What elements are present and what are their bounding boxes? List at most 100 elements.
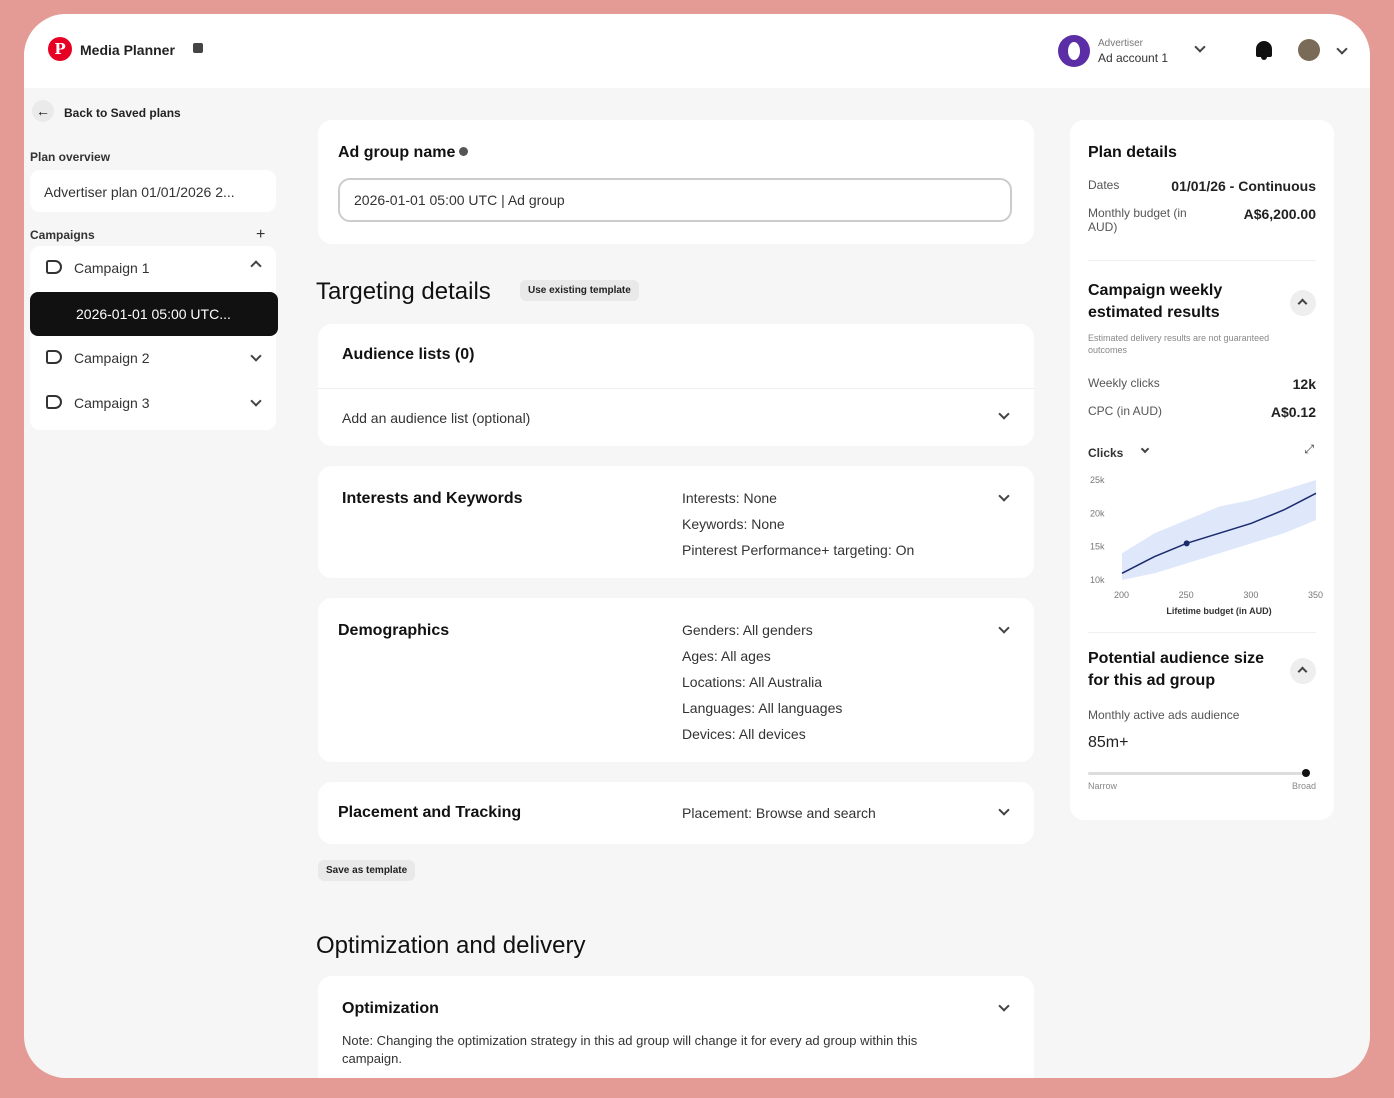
summary-line: Languages: All languages — [682, 700, 843, 716]
demographics-card[interactable]: Demographics Genders: All genders Ages: … — [318, 598, 1034, 762]
divider — [1088, 632, 1316, 633]
monthly-budget-label: Monthly budget (in AUD) — [1088, 206, 1187, 234]
chevron-up-icon[interactable] — [250, 260, 262, 272]
top-bar: P Media Planner Advertiser Ad account 1 — [24, 14, 1370, 88]
ad-group-name-card: Ad group name — [318, 120, 1034, 244]
audience-range-marker — [1302, 769, 1310, 777]
metric-chevron-down-icon[interactable] — [1140, 444, 1150, 454]
add-audience-list-dropdown[interactable]: Add an audience list (optional) — [342, 410, 531, 426]
plan-name[interactable]: Advertiser plan 01/01/2026 2... — [44, 184, 235, 200]
audience-lists-title: Audience lists (0) — [342, 346, 475, 363]
chevron-down-icon[interactable] — [998, 622, 1010, 634]
placement-tracking-title: Placement and Tracking — [338, 804, 522, 821]
x-tick-label: 200 — [1114, 590, 1129, 600]
summary-line: Devices: All devices — [682, 726, 806, 742]
user-avatar[interactable] — [1298, 39, 1320, 61]
back-to-saved-plans-link[interactable]: Back to Saved plans — [64, 106, 181, 120]
optimization-title: Optimization — [342, 1000, 439, 1017]
sidebar-item-campaign-2[interactable]: Campaign 2 — [30, 338, 276, 382]
targeting-details-heading: Targeting details — [316, 278, 491, 305]
demographics-title: Demographics — [338, 622, 450, 639]
megaphone-icon — [46, 260, 62, 274]
weekly-clicks-value: 12k — [1292, 376, 1316, 392]
ad-group-name-text: Ad group name — [338, 144, 456, 161]
use-existing-template-button[interactable]: Use existing template — [520, 280, 639, 301]
megaphone-icon — [46, 350, 62, 364]
save-as-template-button[interactable]: Save as template — [318, 860, 416, 881]
user-menu-chevron-down-icon[interactable] — [1336, 43, 1348, 55]
placement-tracking-card[interactable]: Placement and Tracking Placement: Browse… — [318, 782, 1034, 844]
cpc-value: A$0.12 — [1270, 404, 1316, 420]
summary-line: Interests: None — [682, 490, 777, 506]
notifications-bell-icon[interactable] — [1256, 41, 1272, 60]
highlight-point[interactable] — [1183, 540, 1190, 547]
sidebar-item-campaign-1[interactable]: Campaign 1 — [30, 248, 276, 292]
dates-label: Dates — [1088, 178, 1120, 192]
chevron-down-icon[interactable] — [998, 804, 1010, 816]
chevron-down-icon[interactable] — [998, 490, 1010, 502]
clicks-chart: 25k 20k 15k 10k 200 250 300 350 Lifetime budget … — [1090, 476, 1323, 616]
plan-overview-item[interactable] — [30, 170, 276, 212]
clicks-series-line — [1121, 492, 1317, 574]
y-tick-label: 15k — [1090, 542, 1105, 552]
ad-group-name-input[interactable] — [338, 178, 1012, 222]
campaigns-label: Campaigns — [30, 228, 95, 242]
x-tick-label: 250 — [1179, 590, 1194, 600]
ad-group-name-label: Ad group name — [338, 144, 469, 162]
chevron-down-icon[interactable] — [250, 350, 262, 362]
account-label: Advertiser — [1098, 38, 1144, 49]
back-arrow-icon[interactable]: ← — [32, 100, 54, 122]
campaign-label: Campaign 1 — [74, 260, 150, 276]
chart-metric-select[interactable]: Clicks — [1088, 446, 1124, 460]
optimization-note: Note: Changing the optimization strategy… — [342, 1033, 918, 1066]
account-name[interactable]: Ad account 1 — [1098, 51, 1169, 65]
divider — [318, 388, 1034, 389]
y-tick-label: 25k — [1090, 476, 1105, 485]
plan-overview-label: Plan overview — [30, 150, 111, 164]
chevron-down-icon[interactable] — [250, 395, 262, 407]
chevron-down-icon[interactable] — [998, 1000, 1010, 1012]
add-campaign-plus-icon[interactable]: + — [256, 226, 266, 243]
chevron-down-icon[interactable] — [998, 408, 1010, 420]
summary-line: Ages: All ages — [682, 648, 771, 664]
interests-keywords-card[interactable]: Interests and Keywords Interests: None K… — [318, 466, 1034, 578]
account-chevron-down-icon[interactable] — [1194, 41, 1206, 53]
range-min-label: Narrow — [1088, 781, 1118, 791]
campaign-list — [30, 246, 276, 430]
megaphone-icon — [46, 395, 62, 409]
x-tick-label: 300 — [1243, 590, 1258, 600]
x-axis-label: Lifetime budget (in AUD) — [1166, 606, 1271, 616]
ad-group-label: 2026-01-01 05:00 UTC... — [76, 306, 231, 322]
summary-line: Pinterest Performance+ targeting: On — [682, 542, 915, 558]
y-tick-label: 10k — [1090, 575, 1105, 585]
x-tick-label: 350 — [1308, 590, 1323, 600]
app-menu-icon[interactable] — [193, 43, 203, 53]
summary-line: Genders: All genders — [682, 622, 813, 638]
interests-keywords-title: Interests and Keywords — [342, 490, 523, 507]
potential-audience-title: Potential audience size for this ad grou… — [1088, 650, 1265, 689]
app-title: Media Planner — [80, 42, 175, 58]
range-max-label: Broad — [1291, 781, 1316, 791]
info-icon[interactable] — [459, 147, 469, 156]
account-avatar[interactable] — [1058, 35, 1090, 67]
dates-value: 01/01/26 - Continuous — [1171, 178, 1316, 194]
pinterest-logo-icon[interactable]: P — [48, 37, 72, 61]
placement-summary: Placement: Browse and search — [682, 805, 876, 821]
weekly-results-title: Campaign weekly estimated results — [1088, 282, 1223, 321]
cpc-label: CPC (in AUD) — [1088, 404, 1163, 418]
summary-line: Keywords: None — [682, 516, 785, 532]
audience-lists-card: Audience lists (0) Add an audience list … — [318, 324, 1034, 446]
sidebar-item-campaign-3[interactable]: Campaign 3 — [30, 383, 276, 427]
app-window: P Media Planner Advertiser Ad account 1 … — [24, 14, 1370, 1078]
chevron-up-icon — [1297, 666, 1308, 677]
expand-chart-icon[interactable]: ⤢ — [1304, 442, 1314, 456]
y-tick-label: 20k — [1090, 508, 1105, 518]
interests-summary: Interests: None Keywords: None Pinterest… — [682, 485, 914, 563]
monthly-budget-value: A$6,200.00 — [1243, 206, 1316, 222]
collapse-audience-button[interactable] — [1290, 658, 1316, 684]
weekly-clicks-label: Weekly clicks — [1088, 376, 1160, 390]
monthly-active-audience-label: Monthly active ads audience — [1088, 708, 1240, 722]
collapse-weekly-results-button[interactable] — [1290, 290, 1316, 316]
sidebar-item-ad-group-active[interactable]: 2026-01-01 05:00 UTC... — [30, 292, 278, 336]
optimization-card[interactable]: Optimization Note: Changing the optimiza… — [318, 976, 1034, 1078]
